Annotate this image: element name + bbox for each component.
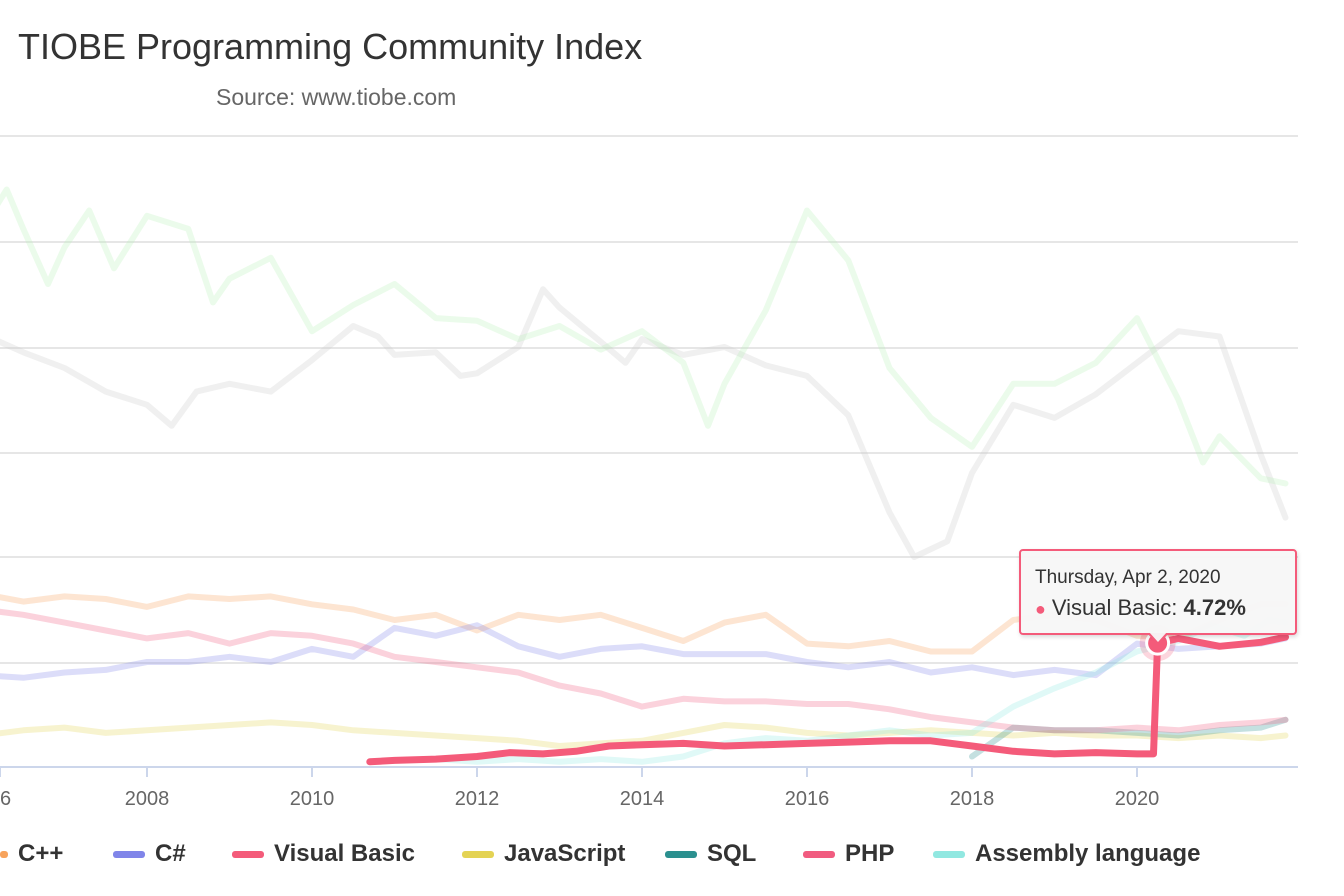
legend-label: Assembly language: [975, 840, 1201, 867]
chart-subtitle: Source: www.tiobe.com: [216, 84, 457, 110]
legend-swatch: [933, 850, 965, 858]
series-line-javascript[interactable]: [0, 719, 1289, 749]
legend-swatch: [462, 850, 494, 858]
legend-label: JavaScript: [504, 840, 626, 867]
legend-swatch: [803, 850, 835, 858]
tooltip-value: 4.72%: [1183, 595, 1246, 620]
legend-swatch: [113, 850, 145, 858]
legend-swatch: [232, 850, 264, 858]
legend-item-javascript[interactable]: JavaScript: [462, 840, 625, 868]
x-axis-tick-label: 2018: [950, 788, 995, 810]
series-lines: [0, 186, 1289, 766]
legend-item-php[interactable]: PHP: [803, 840, 894, 868]
legend-item-sql[interactable]: SQL: [665, 840, 756, 868]
tooltip-series-marker: ●: [1035, 599, 1046, 619]
series-line-php[interactable]: [0, 608, 1289, 734]
legend-item-assembly-language[interactable]: Assembly language: [933, 840, 1200, 868]
series-line-c-[interactable]: [0, 622, 1289, 681]
series-line-unlabeled[interactable]: [0, 186, 1289, 487]
x-axis-tick-label: 2016: [785, 788, 830, 810]
x-axis: 6 2008 2010 2012 2014 2016 2018 2020: [0, 766, 1298, 810]
legend-swatch: [0, 850, 8, 858]
legend-label: C#: [155, 840, 186, 867]
legend-label: PHP: [845, 840, 895, 867]
legend-label: Visual Basic: [274, 840, 415, 867]
legend-label: SQL: [707, 840, 757, 867]
tooltip-date: Thursday, Apr 2, 2020: [1035, 567, 1221, 588]
tooltip: Thursday, Apr 2, 2020 ● Visual Basic: 4.7…: [1019, 549, 1297, 635]
tooltip-series-label: Visual Basic:: [1051, 595, 1184, 620]
legend-label: C++: [18, 840, 64, 867]
legend-item-c-[interactable]: C++: [0, 840, 63, 868]
series-line-assembly-language[interactable]: [432, 617, 1289, 765]
legend-item-c-[interactable]: C#: [113, 840, 186, 868]
tooltip-row: ● Visual Basic: 4.72%: [1035, 595, 1246, 621]
x-axis-tick-label: 2008: [125, 788, 170, 810]
chart-title: TIOBE Programming Community Index: [18, 26, 643, 67]
legend-item-visual-basic[interactable]: Visual Basic: [232, 840, 415, 868]
series-line-visual-basic[interactable]: [366, 633, 1289, 766]
tooltip-arrow-inner: [1149, 632, 1167, 642]
grid-lines: [0, 135, 1298, 664]
x-axis-tick-label: 2012: [455, 788, 500, 810]
chart-legend: C++ C# Visual Basic JavaScript SQL PHP Assembl…: [0, 840, 1344, 880]
x-axis-tick-label: 2014: [620, 788, 665, 810]
series-line-sql[interactable]: [969, 716, 1289, 760]
legend-swatch: [665, 850, 697, 858]
series-line-unlabeled[interactable]: [0, 286, 1289, 560]
x-axis-tick-label: 6: [0, 788, 11, 810]
x-axis-tick-label: 2020: [1115, 788, 1160, 810]
x-axis-tick-label: 2010: [290, 788, 335, 810]
